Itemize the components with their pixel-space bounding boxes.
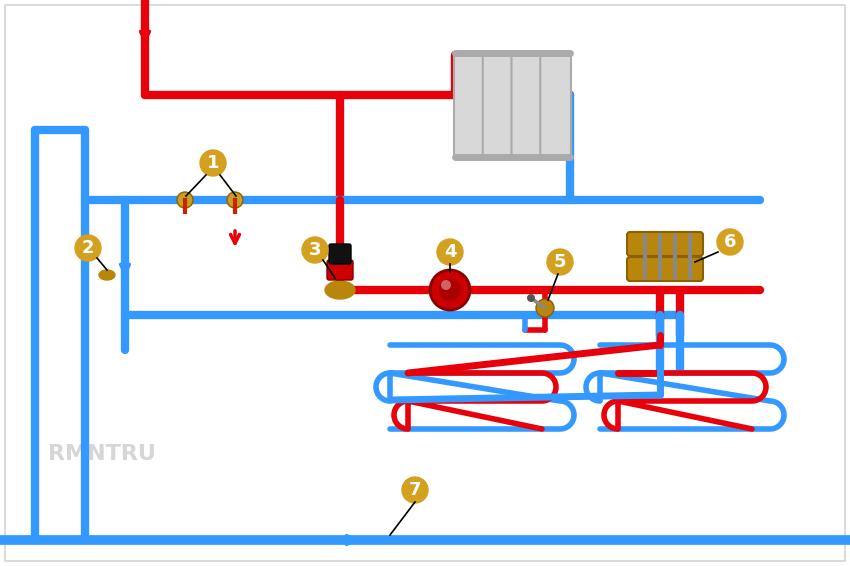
Text: 2: 2 bbox=[82, 239, 94, 257]
FancyBboxPatch shape bbox=[483, 52, 513, 158]
Circle shape bbox=[227, 192, 243, 208]
Circle shape bbox=[441, 280, 451, 290]
FancyBboxPatch shape bbox=[327, 260, 353, 280]
Ellipse shape bbox=[325, 281, 355, 299]
Text: 6: 6 bbox=[723, 233, 736, 251]
Ellipse shape bbox=[99, 270, 115, 280]
Circle shape bbox=[439, 279, 461, 301]
Circle shape bbox=[177, 192, 193, 208]
FancyBboxPatch shape bbox=[627, 232, 703, 256]
Text: 5: 5 bbox=[553, 253, 566, 271]
FancyBboxPatch shape bbox=[329, 244, 351, 264]
Circle shape bbox=[302, 237, 328, 263]
Text: 1: 1 bbox=[207, 154, 219, 172]
FancyBboxPatch shape bbox=[5, 5, 845, 561]
FancyBboxPatch shape bbox=[627, 257, 703, 281]
Text: 4: 4 bbox=[444, 243, 456, 261]
FancyBboxPatch shape bbox=[454, 52, 484, 158]
Circle shape bbox=[527, 294, 535, 302]
Text: RMNTRU: RMNTRU bbox=[48, 444, 156, 464]
Circle shape bbox=[536, 299, 554, 317]
Circle shape bbox=[402, 477, 428, 503]
Circle shape bbox=[437, 239, 463, 265]
Text: 7: 7 bbox=[409, 481, 422, 499]
Circle shape bbox=[430, 270, 470, 310]
FancyBboxPatch shape bbox=[541, 52, 571, 158]
Text: 3: 3 bbox=[309, 241, 321, 259]
Circle shape bbox=[75, 235, 101, 261]
FancyBboxPatch shape bbox=[512, 52, 542, 158]
Circle shape bbox=[547, 249, 573, 275]
Circle shape bbox=[200, 150, 226, 176]
Circle shape bbox=[717, 229, 743, 255]
